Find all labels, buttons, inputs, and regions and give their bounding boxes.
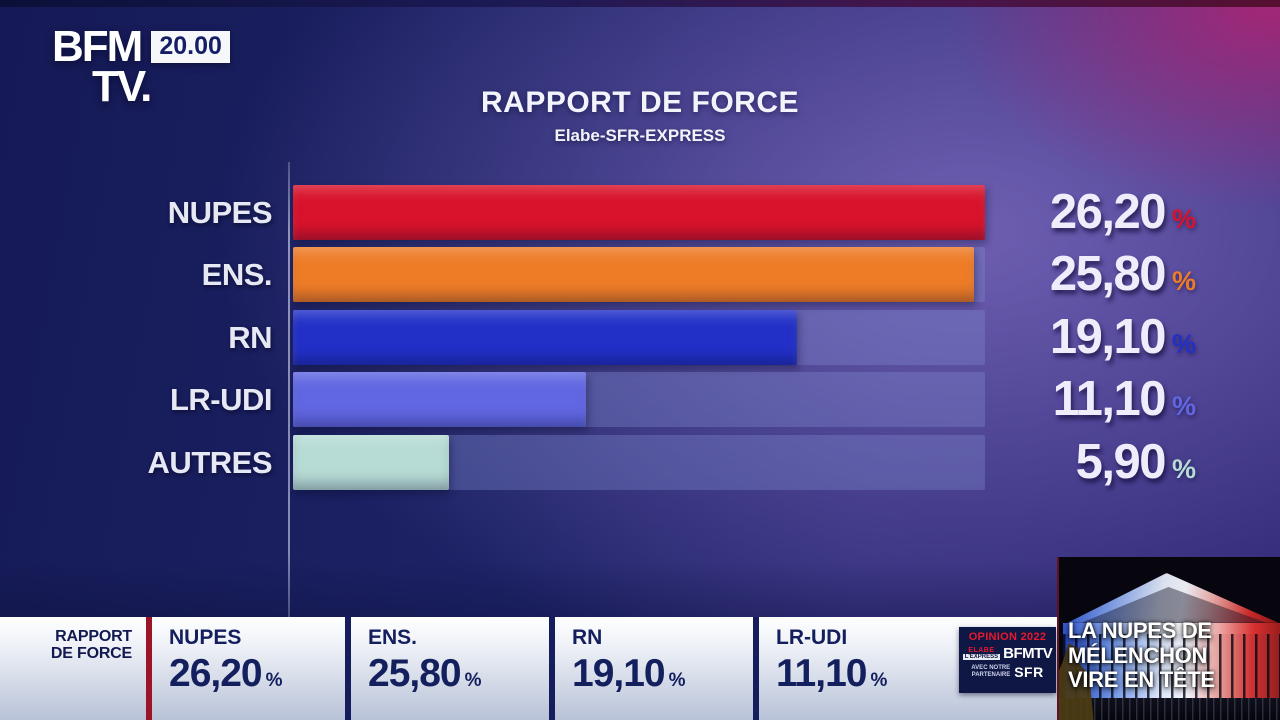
- partner-label: AVEC NOTRE PARTENAIRE: [971, 665, 1011, 678]
- chart-value-unit: %: [1171, 454, 1196, 484]
- value-number: 26,20: [1049, 185, 1167, 239]
- bar-fill: [293, 372, 587, 427]
- chart-title: RAPPORT DE FORCE: [480, 86, 800, 119]
- ticker-divider-red: [146, 617, 152, 720]
- time-badge: 20.00: [151, 31, 230, 63]
- bar-fill: [293, 310, 798, 365]
- chart-row-autres: AUTRES 5,90%: [0, 435, 1280, 490]
- ticker-divider: [753, 617, 759, 720]
- opinion-2022-badge: OPINION 2022 ELABE L'EXPRESS BFMTV AVEC …: [959, 627, 1056, 693]
- ticker-item-lr-udi: LR-UDI 11,10%: [759, 617, 955, 720]
- bar-track: [293, 185, 985, 240]
- bar-fill: [293, 185, 985, 240]
- value-label: 11,10%: [950, 372, 1196, 427]
- chart-axis-line: [288, 162, 290, 617]
- news-headline: LA NUPES DE MÉLENCHON VIRE EN TÊTE: [1068, 618, 1215, 693]
- category-label: AUTRES: [147, 445, 273, 480]
- sfr-logo: SFR: [1014, 664, 1044, 680]
- category-label: LR-UDI: [169, 382, 273, 417]
- ticker-party-name: NUPES: [169, 626, 242, 649]
- ticker-item-ens: ENS. 25,80%: [351, 617, 549, 720]
- top-strip: [0, 0, 1280, 7]
- value-label: 25,80%: [950, 247, 1196, 302]
- bfmtv-badge-logo: BFMTV: [1003, 645, 1053, 662]
- bfm-logo-text: BFM: [52, 22, 143, 71]
- ticker-value: 19,10: [572, 652, 666, 695]
- ticker-party-name: RN: [572, 626, 603, 649]
- chart-value-unit: %: [1171, 266, 1196, 296]
- chart-title-block: RAPPORT DE FORCE Elabe-SFR-EXPRESS: [0, 86, 1280, 146]
- news-photo-assemblee-nationale: LA NUPES DE MÉLENCHON VIRE EN TÊTE: [1057, 557, 1280, 720]
- ticker-section-label: RAPPORT DE FORCE: [0, 617, 146, 720]
- chart-value-unit: %: [1171, 329, 1196, 359]
- bfmtv-logo: BFM 20.00 TV.: [52, 22, 230, 111]
- ticker-unit: %: [464, 670, 482, 691]
- category-label: ENS.: [201, 257, 273, 292]
- chart-row-nupes: NUPES 26,20%: [0, 185, 1280, 240]
- ticker-unit: %: [265, 670, 283, 691]
- bar-fill: [293, 247, 975, 302]
- ticker-divider: [345, 617, 351, 720]
- chart-value-unit: %: [1171, 204, 1196, 234]
- bar-track: [293, 310, 985, 365]
- ticker-item-rn: RN 19,10%: [555, 617, 753, 720]
- value-number: 11,10: [1052, 372, 1167, 426]
- ticker-unit: %: [870, 670, 888, 691]
- building-column-gaps: [1063, 634, 1280, 698]
- ticker-section-label-line2: DE FORCE: [50, 644, 132, 662]
- building-entablature: [1063, 623, 1280, 634]
- value-number: 19,10: [1049, 310, 1167, 364]
- ticker-unit: %: [668, 670, 686, 691]
- chart-row-rn: RN 19,10%: [0, 310, 1280, 365]
- ticker-section-label-line1: RAPPORT: [55, 628, 132, 645]
- value-number: 25,80: [1049, 247, 1167, 301]
- ticker-item-nupes: NUPES 26,20%: [152, 617, 345, 720]
- ticker-value: 26,20: [169, 652, 263, 695]
- bar-chart: NUPES 26,20% ENS. 25,80% RN 19,10%: [0, 185, 1280, 490]
- chart-row-ens: ENS. 25,80%: [0, 247, 1280, 302]
- bar-track: [293, 247, 985, 302]
- bar-track: [293, 435, 985, 490]
- chart-value-unit: %: [1171, 391, 1196, 421]
- value-label: 5,90%: [950, 435, 1196, 490]
- ticker-party-name: ENS.: [368, 626, 418, 649]
- badge-title: OPINION 2022: [968, 631, 1047, 643]
- category-label: NUPES: [167, 195, 273, 230]
- value-label: 19,10%: [950, 310, 1196, 365]
- chart-row-lr-udi: LR-UDI 11,10%: [0, 372, 1280, 427]
- value-number: 5,90: [1075, 435, 1167, 489]
- ticker-value: 25,80: [368, 652, 462, 695]
- value-label: 26,20%: [950, 185, 1196, 240]
- bar-fill: [293, 435, 449, 490]
- elabe-logo: ELABE: [968, 647, 995, 654]
- lexpress-logo: L'EXPRESS: [962, 654, 1001, 660]
- category-label: RN: [228, 320, 272, 355]
- bar-track: [293, 372, 985, 427]
- ticker-divider: [549, 617, 555, 720]
- fence-silhouette: [1059, 698, 1280, 720]
- ticker-party-name: LR-UDI: [776, 626, 848, 649]
- bottom-ticker-banner: RAPPORT DE FORCE NUPES 26,20% ENS. 25,80…: [0, 617, 1057, 720]
- chart-subtitle: Elabe-SFR-EXPRESS: [554, 126, 726, 145]
- ticker-value: 11,10: [776, 652, 867, 695]
- tv-logo-text: TV.: [92, 61, 152, 111]
